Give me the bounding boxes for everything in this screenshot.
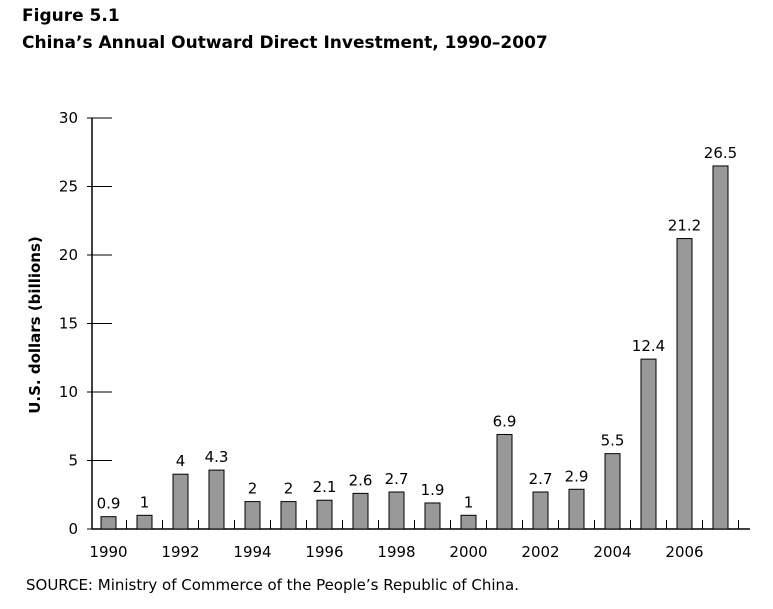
data-label: 2.7 (385, 470, 409, 488)
x-tick-label: 2004 (593, 543, 631, 561)
bar (172, 473, 189, 530)
x-tick-label: 1996 (305, 543, 343, 561)
bar (280, 501, 297, 530)
data-label: 2 (284, 480, 294, 498)
data-label: 1.9 (421, 481, 445, 499)
bar-chart: 0 5 10 15 20 25 30 1990 1992 1994 1996 1998 2000 200… (26, 109, 750, 561)
y-axis: 0 5 10 15 20 25 30 (59, 109, 112, 538)
data-labels: 0.9 1 4 4.3 2 2 2.1 2.6 2.7 1.9 1 6.9 2.7 2.9 5.5 12.4 2… (97, 144, 738, 513)
y-tick-label: 20 (59, 246, 78, 264)
y-tick-label: 15 (59, 315, 78, 333)
x-tick-label: 1992 (161, 543, 199, 561)
x-tick-label: 2002 (521, 543, 559, 561)
bar (208, 469, 225, 530)
bar (100, 516, 117, 530)
bar (712, 165, 729, 530)
y-axis-title: U.S. dollars (billions) (26, 236, 44, 414)
bar (244, 501, 261, 530)
y-tick-label: 30 (59, 109, 78, 127)
data-label: 26.5 (704, 144, 737, 162)
y-tick-label: 25 (59, 178, 78, 196)
data-label: 2 (248, 480, 258, 498)
y-tick-label: 0 (68, 520, 78, 538)
y-tick-label: 5 (68, 452, 78, 470)
bar (136, 514, 153, 530)
data-label: 4 (176, 452, 186, 470)
x-tick-label: 2000 (449, 543, 487, 561)
data-label: 2.9 (565, 467, 589, 485)
figure-label: Figure 5.1 (22, 6, 120, 26)
data-label: 1 (140, 493, 150, 511)
bar (388, 491, 405, 530)
bar (460, 514, 477, 530)
data-label: 0.9 (97, 495, 121, 513)
bar (352, 492, 369, 530)
source-note: SOURCE: Ministry of Commerce of the Peop… (26, 576, 519, 594)
data-label: 21.2 (668, 217, 701, 235)
y-tick-label: 10 (59, 383, 78, 401)
x-tick-label: 1990 (89, 543, 127, 561)
data-label: 4.3 (205, 448, 229, 466)
bar (640, 358, 657, 530)
x-tick-label: 1998 (377, 543, 415, 561)
bar (568, 488, 585, 530)
bar (532, 491, 549, 530)
data-label: 2.7 (529, 470, 553, 488)
x-tick-label: 2006 (665, 543, 703, 561)
data-label: 2.1 (313, 478, 337, 496)
bar (316, 499, 333, 530)
data-label: 5.5 (601, 432, 625, 450)
x-tick-label: 1994 (233, 543, 271, 561)
bar (676, 238, 693, 530)
data-label: 1 (464, 493, 474, 511)
x-axis: 1990 1992 1994 1996 1998 2000 2002 2004 2006 (89, 520, 750, 561)
bar (424, 502, 441, 530)
data-label: 12.4 (632, 337, 665, 355)
bars (100, 165, 729, 530)
data-label: 6.9 (493, 412, 517, 430)
data-label: 2.6 (349, 471, 373, 489)
chart-title: China’s Annual Outward Direct Investment… (22, 33, 548, 53)
bar (604, 453, 621, 530)
bar (496, 433, 513, 530)
